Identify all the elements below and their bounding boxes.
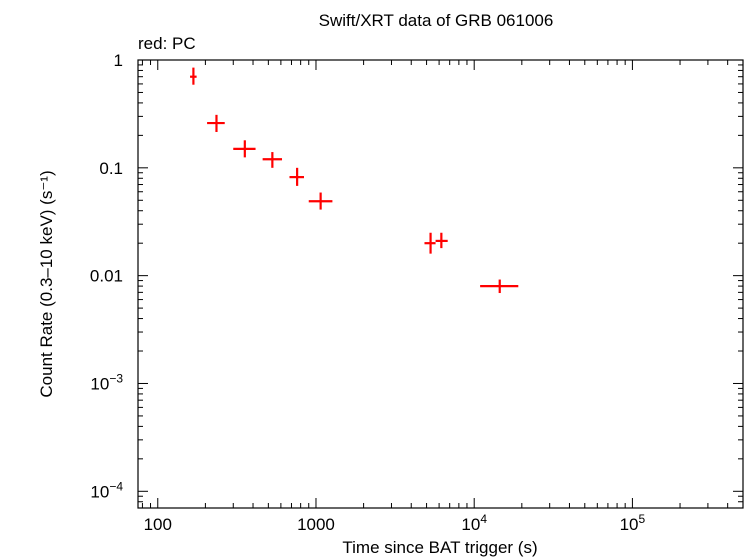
- chart-title: Swift/XRT data of GRB 061006: [319, 11, 554, 30]
- y-axis-ticks: 1 0.1 0.01 10−3 10−4: [90, 51, 743, 509]
- y-tick-label: 0.1: [99, 159, 123, 178]
- data-point: [424, 232, 436, 254]
- data-point: [190, 67, 197, 85]
- data-point: [289, 167, 305, 186]
- y-tick-label: 10−3: [90, 371, 123, 393]
- plot-frame: [137, 59, 744, 509]
- data-points: [190, 67, 519, 294]
- chart-subtitle: red: PC: [138, 34, 196, 53]
- x-tick-label: 1000: [297, 515, 335, 534]
- data-point: [308, 192, 333, 210]
- x-tick-label: 104: [461, 512, 487, 534]
- x-tick-label: 100: [144, 515, 172, 534]
- y-tick-label: 1: [114, 51, 123, 70]
- y-axis-label: Count Rate (0.3–10 keV) (s⁻¹): [37, 170, 56, 397]
- x-tick-label: 105: [620, 512, 646, 534]
- data-point: [435, 232, 448, 249]
- data-point: [262, 152, 283, 168]
- data-point: [207, 114, 225, 132]
- y-tick-label: 0.01: [90, 267, 123, 286]
- data-point: [233, 140, 256, 158]
- y-tick-label: 10−4: [90, 479, 123, 501]
- data-point: [480, 279, 519, 294]
- x-axis-ticks: 100 1000 104 105: [141, 60, 744, 534]
- x-axis-label: Time since BAT trigger (s): [342, 538, 537, 557]
